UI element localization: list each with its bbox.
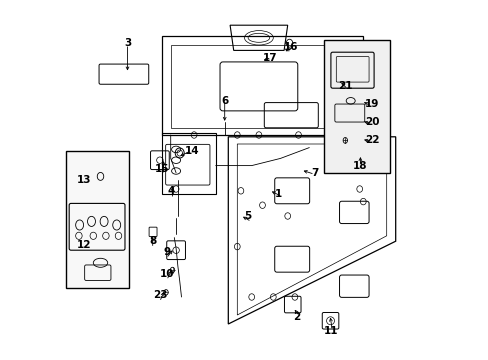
Text: 9: 9	[163, 247, 170, 257]
FancyBboxPatch shape	[323, 40, 389, 173]
Text: 1: 1	[275, 189, 282, 199]
Text: 20: 20	[365, 117, 379, 127]
Text: 21: 21	[337, 81, 352, 91]
Text: 11: 11	[323, 326, 338, 336]
Text: 8: 8	[149, 236, 156, 246]
Text: 10: 10	[160, 269, 174, 279]
Text: 7: 7	[310, 168, 318, 178]
Text: 12: 12	[77, 240, 91, 250]
Text: 19: 19	[365, 99, 379, 109]
Text: 13: 13	[77, 175, 91, 185]
Text: 4: 4	[167, 186, 174, 196]
Text: 3: 3	[123, 38, 131, 48]
Text: 18: 18	[352, 161, 366, 171]
Text: 16: 16	[284, 42, 298, 52]
FancyBboxPatch shape	[66, 151, 129, 288]
Text: 6: 6	[221, 96, 228, 106]
Text: 2: 2	[292, 312, 300, 322]
Text: 14: 14	[184, 146, 199, 156]
Text: 17: 17	[262, 53, 276, 63]
Text: 23: 23	[152, 290, 167, 300]
Text: 15: 15	[154, 164, 169, 174]
Text: 22: 22	[365, 135, 379, 145]
Text: 5: 5	[244, 211, 251, 221]
